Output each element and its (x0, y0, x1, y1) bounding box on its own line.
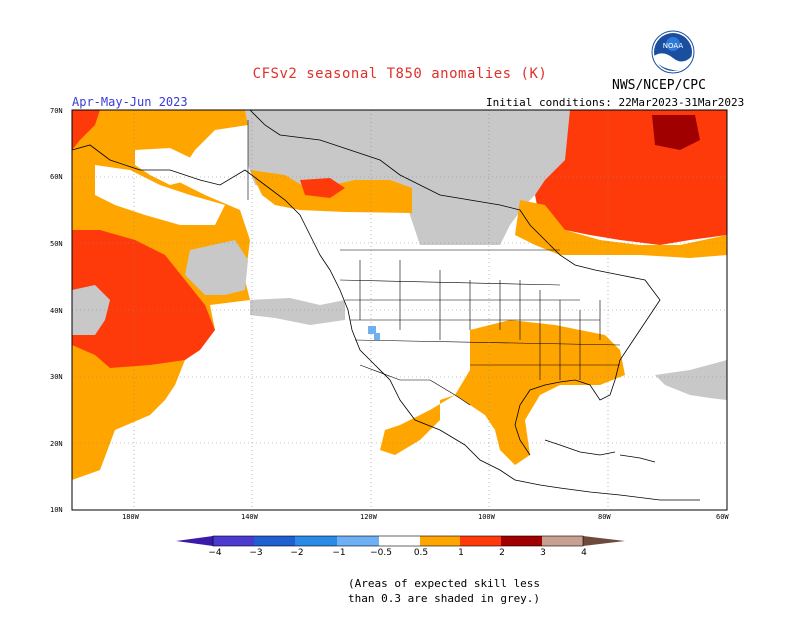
skill-note: (Areas of expected skill less than 0.3 a… (348, 576, 540, 606)
colorbar-swatch-3 (295, 536, 337, 546)
colorbar-label: −0.5 (370, 548, 392, 558)
colorbar-arrow-left (176, 536, 213, 546)
colorbar-label: −1 (332, 548, 345, 558)
lat-label-40n: 40N (50, 307, 63, 315)
lat-label-50n: 50N (50, 240, 63, 248)
colorbar-label: 3 (540, 548, 546, 558)
lat-label-70n: 70N (50, 107, 63, 115)
colorbar-swatch-7 (460, 536, 501, 546)
colorbar-arrow-right (583, 536, 625, 546)
colorbar-swatch-2 (254, 536, 295, 546)
lon-label-140w: 140W (241, 513, 258, 521)
colorbar-label: −3 (249, 548, 262, 558)
colorbar (176, 536, 625, 546)
colorbar-swatch-4 (337, 536, 379, 546)
colorbar-swatch-8 (501, 536, 542, 546)
colorbar-label: 1 (458, 548, 464, 558)
lat-label-20n: 20N (50, 440, 63, 448)
colorbar-label: −4 (208, 548, 221, 558)
lon-label-100w: 100W (478, 513, 495, 521)
colorbar-label: 0.5 (414, 548, 428, 558)
lat-label-30n: 30N (50, 373, 63, 381)
map-frame-group (72, 110, 727, 510)
colorbar-label: −2 (290, 548, 303, 558)
colorbar-label: 2 (499, 548, 505, 558)
lon-label-80w: 80W (598, 513, 611, 521)
skill-note-line-1: (Areas of expected skill less (348, 576, 540, 591)
colorbar-swatch-9 (542, 536, 583, 546)
lat-label-60n: 60N (50, 173, 63, 181)
lon-label-120w: 120W (360, 513, 377, 521)
lat-label-10n: 10N (50, 506, 63, 514)
lon-label-180w: 180W (122, 513, 139, 521)
colorbar-swatch-1 (213, 536, 254, 546)
colorbar-swatch-6 (420, 536, 460, 546)
lon-label-60w: 60W (716, 513, 729, 521)
colorbar-swatch-5 (379, 536, 420, 546)
skill-note-line-2: than 0.3 are shaded in grey.) (348, 591, 540, 606)
colorbar-label: 4 (581, 548, 587, 558)
